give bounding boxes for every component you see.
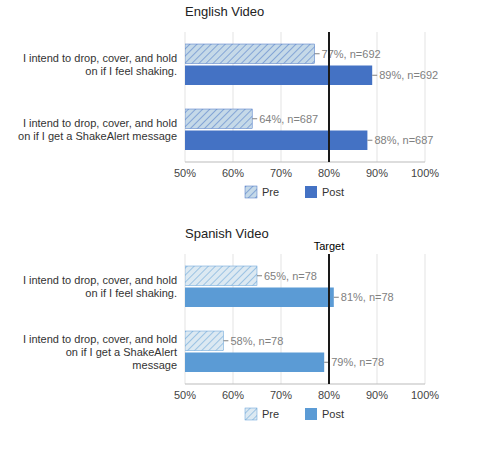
label-leader: [367, 140, 372, 141]
panel: Spanish Video 50% 60% 70% 80% 90% 100% I intend…: [23, 226, 439, 420]
grid-line: [329, 32, 330, 162]
legend-label: Pre: [262, 186, 279, 198]
label-leader: [334, 297, 339, 298]
legend-label: Post: [322, 408, 344, 420]
bar: [185, 131, 367, 151]
label-leader: [223, 340, 228, 341]
x-tick-label: 90%: [366, 389, 388, 401]
data-label: 81%, n=78: [341, 291, 394, 303]
legend-swatch: [245, 408, 257, 420]
x-tick-label: 50%: [174, 167, 196, 179]
bar: [185, 288, 334, 308]
label-leader: [257, 275, 262, 276]
title: English Video: [185, 4, 264, 19]
x-axis-line: [185, 384, 425, 385]
label-leader: [252, 118, 257, 119]
category-label-line: on if I get a ShakeAlert: [66, 346, 177, 358]
category-label-line: I intend to drop, cover, and hold: [23, 52, 177, 64]
bar: [185, 353, 324, 373]
target-line: [328, 32, 330, 162]
bar: [185, 109, 252, 129]
data-labels: 65%, n=78 58%, n=78 81%, n=78 79%, n=78: [223, 270, 393, 369]
data-label: 58%, n=78: [230, 335, 283, 347]
category-label-line: I intend to drop, cover, and hold: [23, 333, 177, 345]
x-tick-label: 80%: [318, 167, 340, 179]
legend-swatch: [305, 186, 317, 198]
x-tick-label: 80%: [318, 389, 340, 401]
data-label: 79%, n=78: [331, 356, 384, 368]
chart-root: English Video 50% 60% 70% 80% 90% 100% I intend…: [0, 0, 500, 453]
category-label-line: I intend to drop, cover, and hold: [23, 274, 177, 286]
legend-label: Post: [322, 186, 344, 198]
bars: [185, 266, 334, 372]
data-label: 89%, n=692: [379, 69, 438, 81]
panel: English Video 50% 60% 70% 80% 90% 100% I intend…: [18, 4, 439, 198]
bar: [185, 44, 315, 64]
x-tick-label: 100%: [411, 389, 439, 401]
data-label: 65%, n=78: [264, 270, 317, 282]
bar: [185, 266, 257, 286]
legend-label: Pre: [262, 408, 279, 420]
category-label-line: on if I feel shaking.: [85, 287, 177, 299]
target-label: Target: [314, 240, 345, 252]
category-label: I intend to drop, cover, and holdon if I…: [23, 333, 177, 371]
category-label-line: message: [132, 359, 177, 371]
bar: [185, 331, 223, 351]
category-label-line: on if I get a ShakeAlert message: [18, 130, 177, 142]
grid-line: [425, 254, 426, 384]
label-leader: [315, 53, 320, 54]
data-labels: 77%, n=692 64%, n=687 89%, n=692 88%, n=687: [252, 48, 438, 147]
x-tick-label: 100%: [411, 167, 439, 179]
x-tick-label: 60%: [222, 389, 244, 401]
data-label: 77%, n=692: [322, 48, 381, 60]
target-line: [328, 254, 330, 384]
category-label: I intend to drop, cover, and holdon if I…: [23, 52, 177, 77]
legend-swatch: [305, 408, 317, 420]
x-tick-label: 50%: [174, 389, 196, 401]
grid-line: [329, 254, 330, 384]
bars: [185, 44, 372, 150]
x-tick-label: 70%: [270, 389, 292, 401]
x-axis-line: [185, 162, 425, 163]
legend-swatch: [245, 186, 257, 198]
bar: [185, 66, 372, 86]
x-tick-label: 60%: [222, 167, 244, 179]
category-label-line: I intend to drop, cover, and hold: [23, 117, 177, 129]
data-label: 64%, n=687: [259, 113, 318, 125]
title: Spanish Video: [185, 226, 269, 241]
data-label: 88%, n=687: [374, 134, 433, 146]
category-label-line: on if I feel shaking.: [85, 65, 177, 77]
x-tick-label: 90%: [366, 167, 388, 179]
category-label: I intend to drop, cover, and holdon if I…: [18, 117, 177, 142]
category-label: I intend to drop, cover, and holdon if I…: [23, 274, 177, 299]
label-leader: [372, 75, 377, 76]
x-tick-label: 70%: [270, 167, 292, 179]
